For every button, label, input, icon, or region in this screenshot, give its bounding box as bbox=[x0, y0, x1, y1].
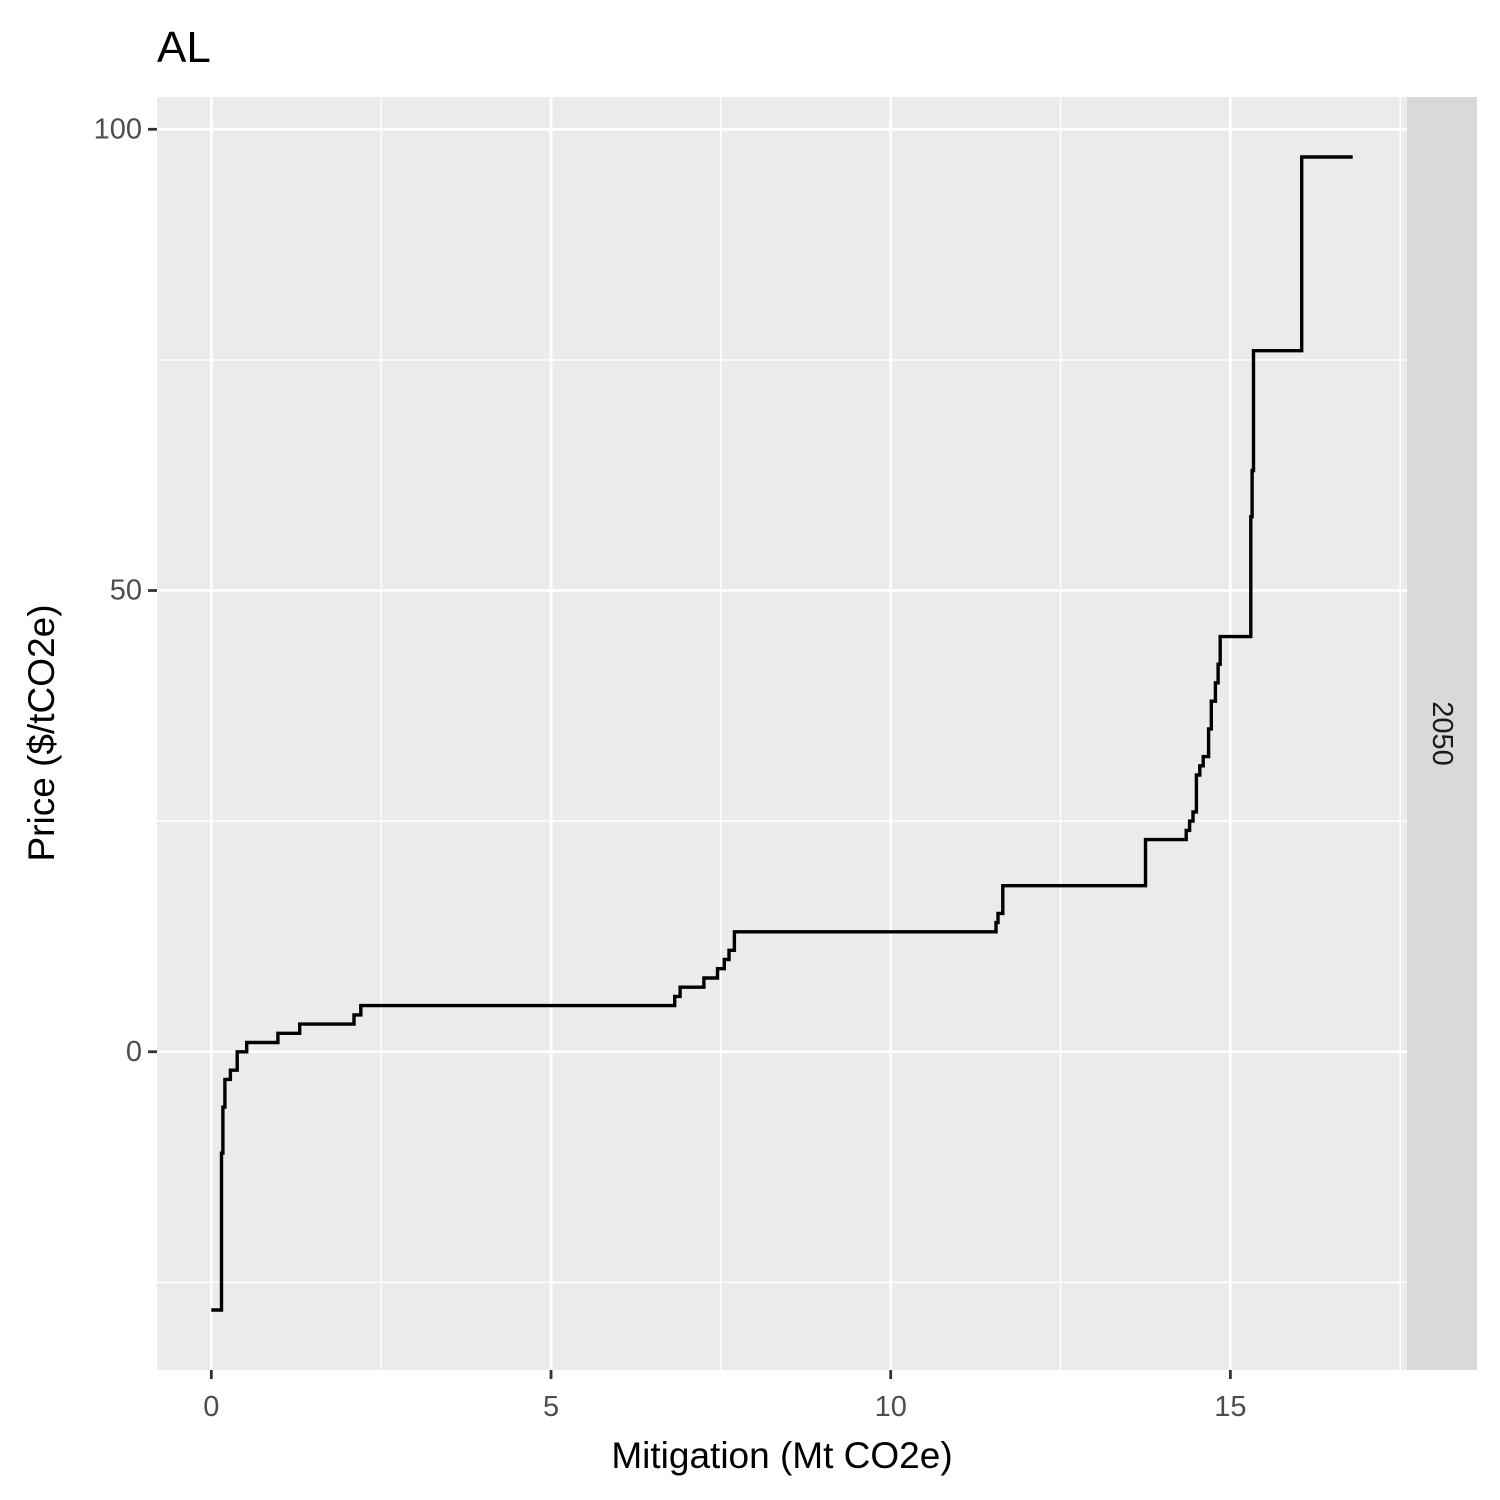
x-tick-label: 5 bbox=[543, 1391, 559, 1423]
y-tick-label: 50 bbox=[110, 575, 142, 607]
x-axis: 0 5 10 15 bbox=[203, 1370, 1247, 1423]
plot-panel bbox=[157, 97, 1407, 1370]
y-tick-label: 0 bbox=[126, 1036, 142, 1068]
x-axis-title: Mitigation (Mt CO2e) bbox=[611, 1435, 952, 1476]
x-tick-label: 0 bbox=[203, 1391, 219, 1423]
x-tick-label: 10 bbox=[875, 1391, 907, 1423]
y-tick-label: 100 bbox=[94, 113, 142, 145]
chart-title: AL bbox=[157, 23, 211, 72]
series-line bbox=[211, 155, 1353, 1312]
y-axis: 0 50 100 bbox=[94, 113, 157, 1068]
facet-strip bbox=[1407, 97, 1477, 1370]
y-axis-title: Price ($/tCO2e) bbox=[21, 604, 62, 861]
facet-label: 2050 bbox=[1426, 701, 1458, 766]
minor-gridlines bbox=[157, 97, 1407, 1370]
x-tick-label: 15 bbox=[1214, 1391, 1246, 1423]
major-gridlines bbox=[157, 97, 1407, 1370]
